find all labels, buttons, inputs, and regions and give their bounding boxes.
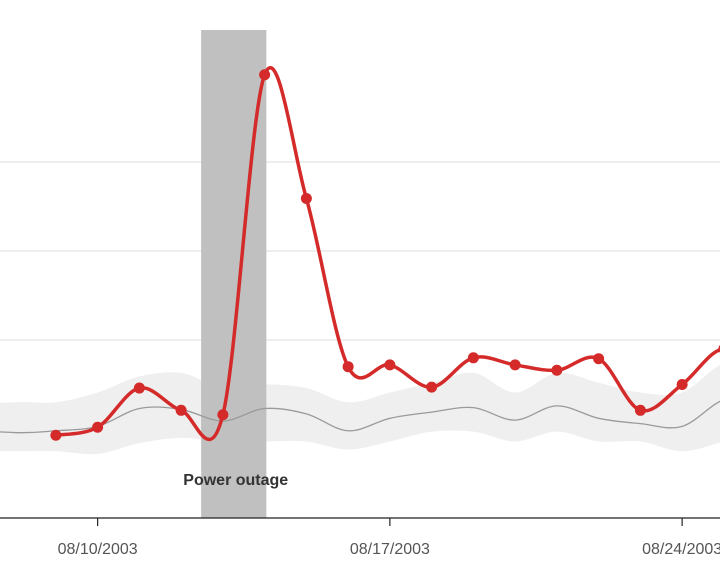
data-point — [593, 353, 605, 365]
x-tick-label: 08/24/2003 — [642, 541, 720, 558]
highlight-label: Power outage — [183, 472, 288, 489]
x-tick-label: 08/17/2003 — [350, 541, 430, 558]
data-point — [300, 192, 312, 204]
data-point — [384, 359, 396, 371]
data-point — [175, 404, 187, 416]
x-ticks: 08/10/2003 08/17/2003 08/24/2003 — [58, 518, 720, 558]
data-point — [92, 421, 104, 433]
data-point — [467, 352, 479, 364]
data-point — [133, 382, 145, 394]
data-point — [259, 69, 271, 81]
data-point — [634, 404, 646, 416]
data-point — [676, 379, 688, 390]
series-line — [54, 65, 720, 442]
data-point — [551, 364, 563, 376]
series-points — [50, 69, 720, 441]
baseline-band — [0, 364, 720, 455]
data-point — [509, 359, 521, 371]
x-tick-label: 08/10/2003 — [58, 541, 138, 558]
data-point — [217, 409, 229, 421]
data-point — [426, 381, 438, 393]
highlight-region — [201, 30, 267, 518]
data-point — [342, 361, 354, 373]
data-point — [50, 429, 62, 441]
